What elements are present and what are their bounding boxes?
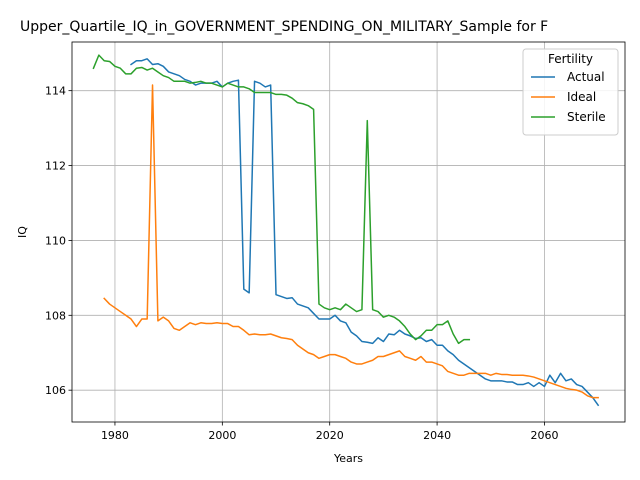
x-tick-label: 2000 (208, 429, 236, 442)
legend-title: Fertility (548, 52, 593, 66)
y-tick-label: 108 (45, 309, 66, 322)
series-line-ideal (103, 84, 599, 399)
legend-label-ideal: Ideal (567, 90, 596, 104)
legend-box (522, 48, 619, 136)
y-tick-label: 110 (45, 234, 66, 247)
y-tick-label: 114 (45, 85, 66, 98)
y-axis-label: IQ (16, 226, 29, 238)
y-tick-label: 112 (45, 160, 66, 173)
y-tick-label: 106 (45, 384, 66, 397)
chart-title: Upper_Quartile_IQ_in_GOVERNMENT_SPENDING… (20, 19, 548, 35)
x-tick-label: 1980 (101, 429, 129, 442)
axis-ticks: 1980 2000 2020 2040 2060 106 108 110 112 114 (45, 85, 558, 442)
legend-label-sterile: Sterile (567, 110, 606, 124)
legend-entries: Actual Ideal Sterile (531, 70, 606, 124)
x-tick-label: 2060 (530, 429, 558, 442)
series-group (92, 54, 600, 407)
x-tick-label: 2020 (316, 429, 344, 442)
x-axis-label: Years (333, 452, 363, 465)
legend-label-actual: Actual (567, 70, 605, 84)
series-line-sterile (92, 54, 471, 345)
x-tick-label: 2040 (423, 429, 451, 442)
plot-frame (71, 41, 626, 423)
legend: Fertility Actual Ideal Sterile (522, 48, 619, 136)
